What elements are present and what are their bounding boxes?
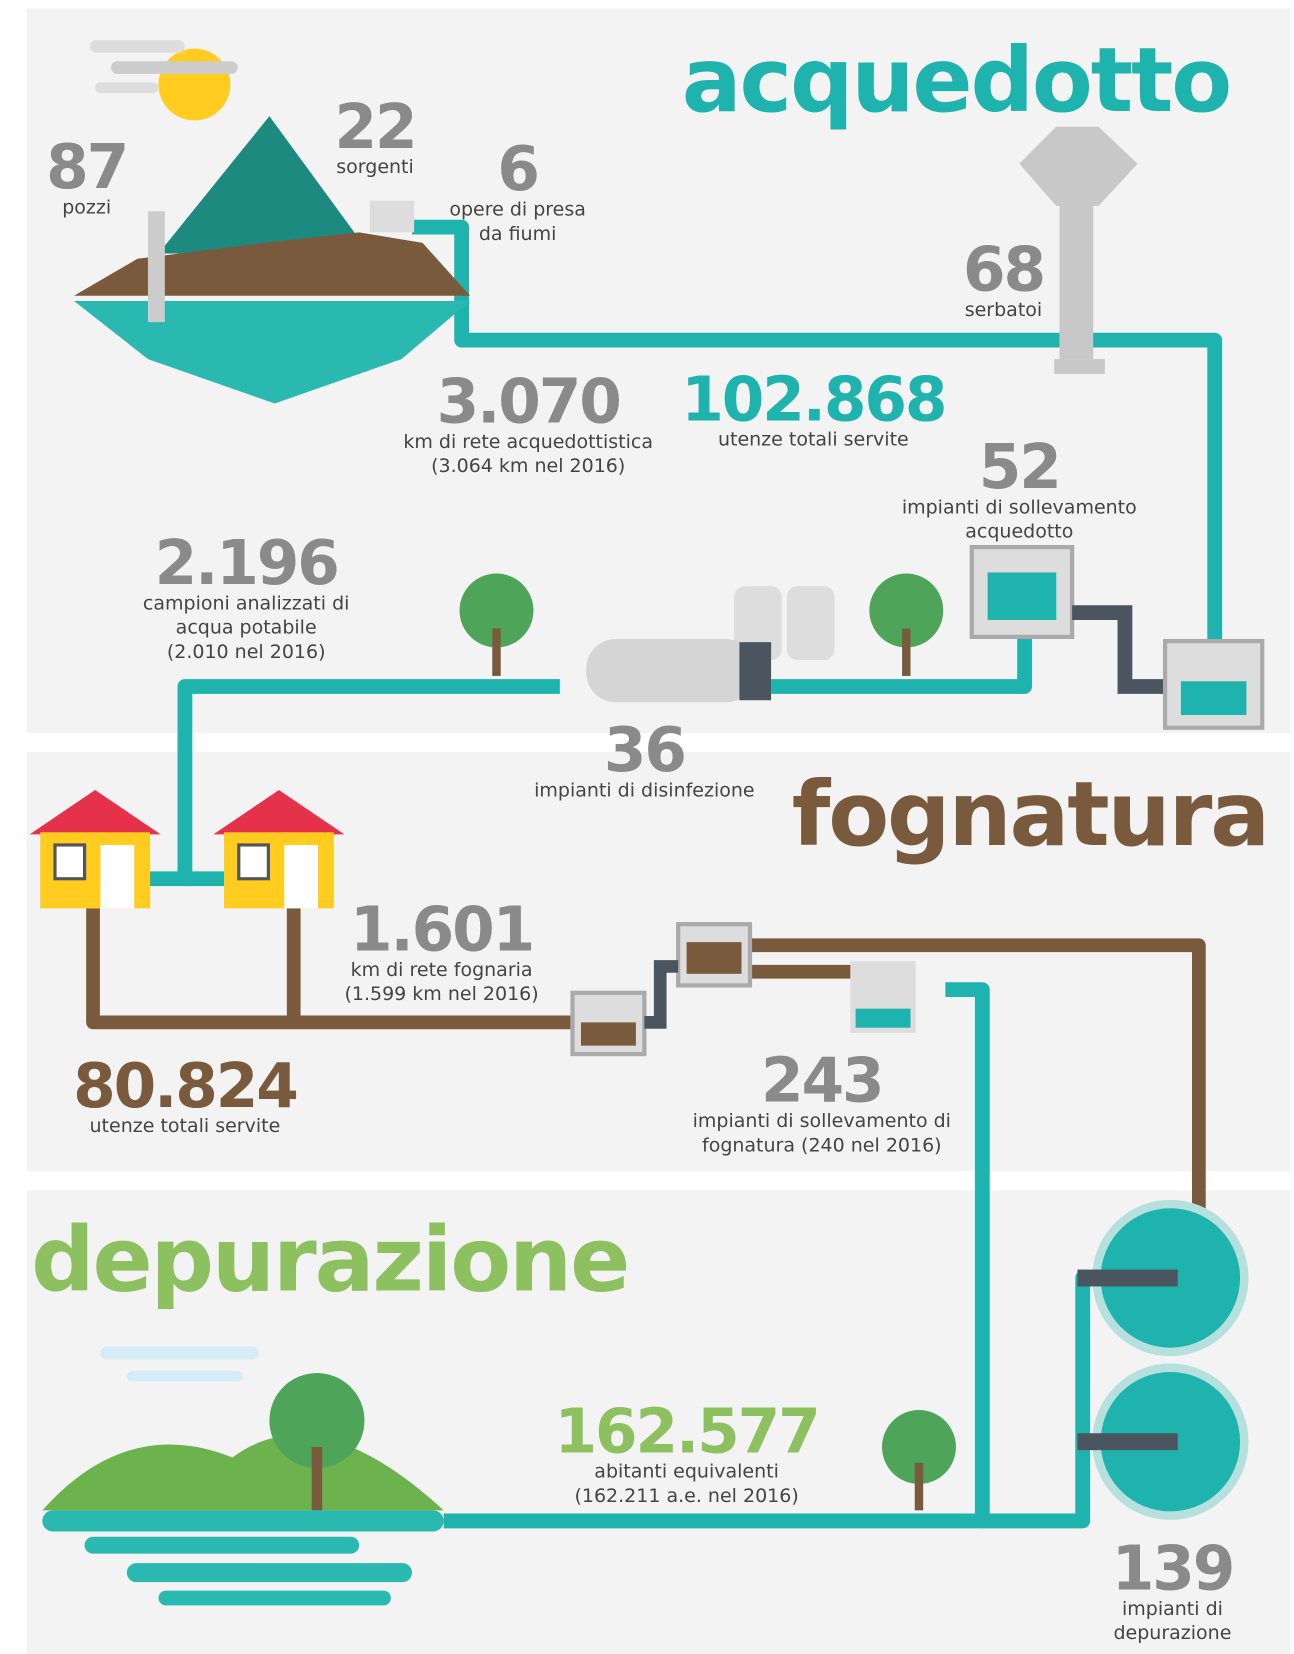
stat-label: pozzi: [62, 196, 111, 218]
stat-label: da fiumi: [479, 223, 557, 245]
sun-cloud: [89, 40, 238, 121]
stat-value: 3.070: [437, 366, 620, 437]
stat-value: 243: [761, 1046, 883, 1117]
stat-value: 139: [1112, 1534, 1234, 1605]
trees: [459, 573, 956, 1511]
stat-label: (162.211 a.e. nel 2016): [574, 1485, 798, 1507]
stat-label: acqua potabile: [176, 617, 317, 639]
section-title: depurazione: [31, 1209, 628, 1312]
stat-label: (2.010 nel 2016): [167, 641, 326, 663]
stat-label: acquedotto: [965, 521, 1073, 543]
stat-value: 1.601: [350, 895, 533, 966]
stat-value: 2.196: [155, 528, 338, 599]
water-tower: [1019, 126, 1138, 374]
disinfection-tank: [586, 586, 835, 703]
stat-label: fognatura (240 nel 2016): [702, 1134, 942, 1156]
stat-label: (1.599 km nel 2016): [344, 983, 538, 1005]
stat-value: 6: [497, 134, 538, 205]
landscape: [42, 1346, 444, 1606]
stat-value: 87: [46, 132, 127, 203]
stat-label: impianti di disinfezione: [534, 779, 755, 801]
stat-label: (3.064 km nel 2016): [431, 455, 625, 477]
stat-value: 22: [335, 92, 416, 163]
stat-label: impianti di sollevamento di: [693, 1110, 951, 1132]
stat-label: depurazione: [1113, 1622, 1231, 1644]
stat-label: impianti di: [1122, 1598, 1223, 1620]
stat-label: opere di presa: [449, 198, 586, 220]
stat-value: 102.868: [681, 364, 945, 435]
sewer-pipes: [86, 908, 1206, 1215]
stat-label: sorgenti: [336, 156, 414, 178]
stat-value: 80.824: [73, 1051, 297, 1122]
stat-label: campioni analizzati di: [143, 592, 350, 614]
sewer-pumps: [570, 922, 916, 1057]
stat-value: 36: [604, 715, 685, 786]
stat-label: km di rete fognaria: [351, 959, 533, 981]
stat-label: serbatoi: [965, 299, 1042, 321]
stat-label: impianti di sollevamento: [902, 496, 1137, 518]
stat-label: km di rete acquedottistica: [403, 431, 653, 453]
pumps: [969, 544, 1265, 730]
stat-value: 52: [979, 432, 1060, 503]
section-title: acquedotto: [682, 29, 1230, 132]
stat-value: 68: [963, 234, 1044, 305]
section-title: fognatura: [792, 763, 1268, 866]
stat-label: abitanti equivalenti: [594, 1461, 779, 1483]
treatment-plants: [1077, 1199, 1249, 1520]
water-pipes: [147, 219, 1223, 1529]
stat-label: utenze totali servite: [90, 1115, 281, 1137]
houses: [29, 790, 345, 909]
stat-label: utenze totali servite: [718, 429, 909, 451]
mountain-island: [74, 116, 471, 404]
stat-value: 162.577: [555, 1396, 819, 1467]
